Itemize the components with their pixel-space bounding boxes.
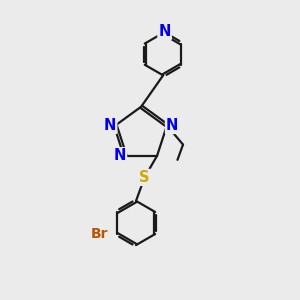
Text: Br: Br xyxy=(91,227,109,241)
Text: N: N xyxy=(166,118,178,133)
Text: N: N xyxy=(158,24,171,39)
Text: N: N xyxy=(114,148,126,163)
Text: N: N xyxy=(104,118,116,133)
Text: S: S xyxy=(139,170,150,185)
